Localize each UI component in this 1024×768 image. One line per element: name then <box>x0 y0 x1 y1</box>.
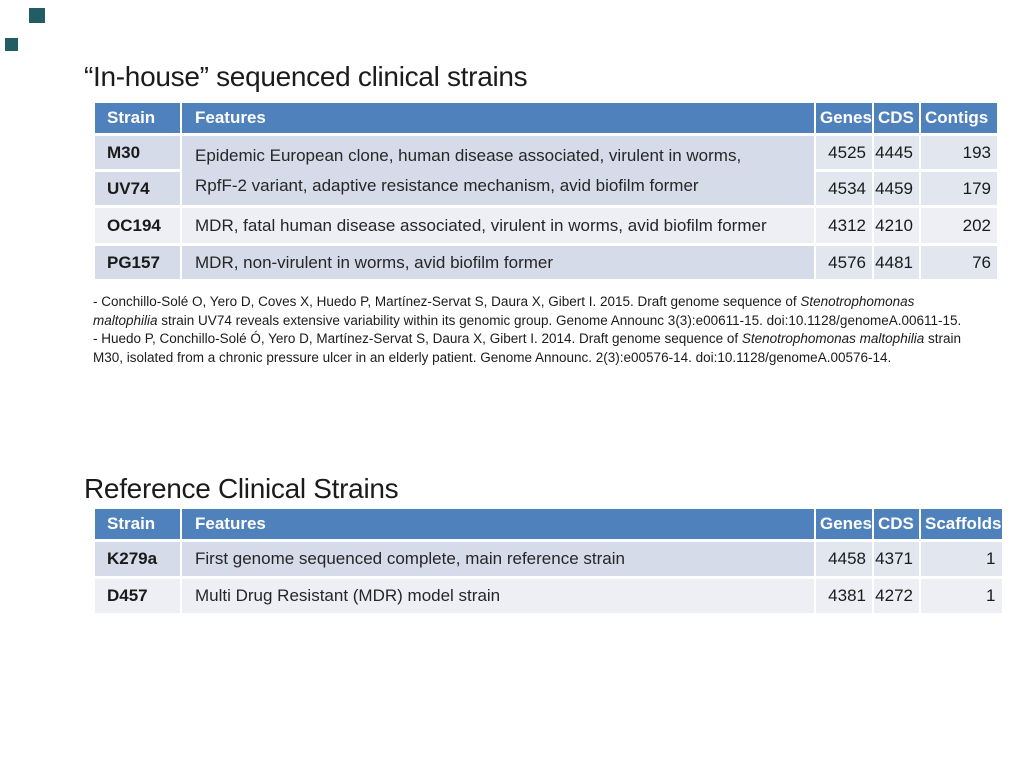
table-row: UV74 4534 4459 179 <box>95 172 997 205</box>
inhouse-strains-table: Strain Features Genes CDS Contigs M30 Ep… <box>93 100 999 282</box>
cds-cell: 4371 <box>873 542 919 576</box>
reference-strains-table: Strain Features Genes CDS Scaffolds K279… <box>93 506 1004 616</box>
table-header-row: Strain Features Genes CDS Scaffolds <box>95 509 1002 539</box>
scaffolds-cell: 1 <box>920 579 1002 613</box>
features-column-header: Features <box>182 103 814 133</box>
inhouse-section-title: “In-house” sequenced clinical strains <box>84 61 528 92</box>
genes-column-header: Genes <box>816 509 872 539</box>
strain-cell: OC194 <box>95 208 180 243</box>
contigs-cell: 202 <box>920 208 997 243</box>
cds-cell: 4272 <box>873 579 919 613</box>
genes-cell: 4312 <box>816 208 872 243</box>
table-row: OC194 MDR, fatal human disease associate… <box>95 208 997 243</box>
cds-column-header: CDS <box>873 103 919 133</box>
scaffolds-cell: 1 <box>920 542 1002 576</box>
table-row: K279a First genome sequenced complete, m… <box>95 542 1002 576</box>
contigs-cell: 179 <box>920 172 997 205</box>
citation-line: - Huedo P, Conchillo-Solé Ó, Yero D, Mar… <box>93 331 961 346</box>
table-row: PG157 MDR, non-virulent in worms, avid b… <box>95 246 997 279</box>
strain-cell: D457 <box>95 579 180 613</box>
cds-cell: 4459 <box>873 172 919 205</box>
cds-cell: 4481 <box>873 246 919 279</box>
features-cell: Multi Drug Resistant (MDR) model strain <box>182 579 814 613</box>
genes-cell: 4576 <box>816 246 872 279</box>
cds-cell: 4210 <box>873 208 919 243</box>
contigs-cell: 193 <box>920 136 997 169</box>
strain-column-header: Strain <box>95 103 180 133</box>
decor-square-icon <box>29 8 45 23</box>
contigs-cell: 76 <box>920 246 997 279</box>
cds-cell: 4445 <box>873 136 919 169</box>
contigs-column-header: Contigs <box>920 103 997 133</box>
scaffolds-column-header: Scaffolds <box>920 509 1002 539</box>
citation-line: M30, isolated from a chronic pressure ul… <box>93 349 892 365</box>
features-line: RpfF-2 variant, adaptive resistance mech… <box>195 175 699 195</box>
strain-cell: K279a <box>95 542 180 576</box>
features-line: Epidemic European clone, human disease a… <box>195 145 742 165</box>
features-cell: Epidemic European clone, human disease a… <box>182 136 814 205</box>
genes-column-header: Genes <box>816 103 872 133</box>
decor-square-icon <box>5 38 18 51</box>
features-cell: First genome sequenced complete, main re… <box>182 542 814 576</box>
genes-cell: 4381 <box>816 579 872 613</box>
citation-line: - Conchillo-Solé O, Yero D, Coves X, Hue… <box>93 294 915 309</box>
strain-cell: UV74 <box>95 172 180 205</box>
strain-cell: PG157 <box>95 246 180 279</box>
features-cell: MDR, non-virulent in worms, avid biofilm… <box>182 246 814 279</box>
features-column-header: Features <box>182 509 814 539</box>
genes-cell: 4525 <box>816 136 872 169</box>
features-cell: MDR, fatal human disease associated, vir… <box>182 208 814 243</box>
table-row: M30 Epidemic European clone, human disea… <box>95 136 997 205</box>
table-row: D457 Multi Drug Resistant (MDR) model st… <box>95 579 1002 613</box>
strain-column-header: Strain <box>95 509 180 539</box>
genes-cell: 4534 <box>816 172 872 205</box>
citation-block: - Conchillo-Solé O, Yero D, Coves X, Hue… <box>93 293 1008 367</box>
table-header-row: Strain Features Genes CDS Contigs <box>95 103 997 133</box>
cds-column-header: CDS <box>873 509 919 539</box>
genes-cell: 4458 <box>816 542 872 576</box>
strain-cell: M30 <box>95 136 180 169</box>
citation-line: maltophilia strain UV74 reveals extensiv… <box>93 312 962 328</box>
reference-section-title: Reference Clinical Strains <box>84 473 399 504</box>
